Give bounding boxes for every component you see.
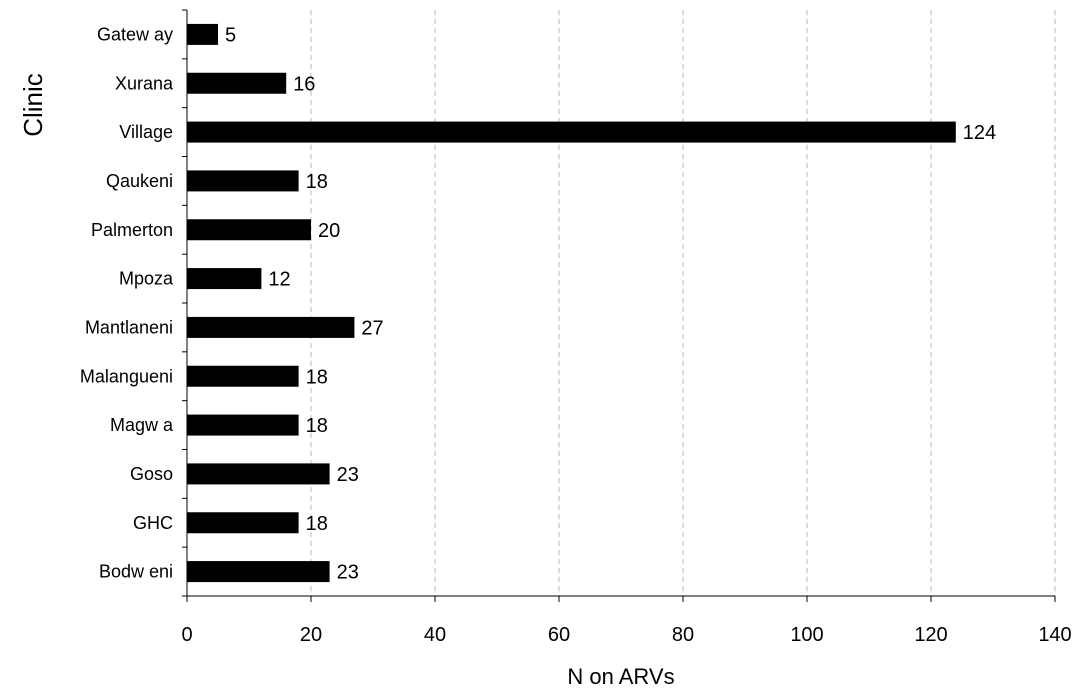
bar bbox=[187, 316, 355, 338]
bars bbox=[187, 23, 956, 583]
data-label: 20 bbox=[318, 220, 340, 242]
category-label: Mantlaneni bbox=[85, 317, 173, 337]
data-label: 124 bbox=[963, 122, 996, 144]
bar bbox=[187, 463, 330, 485]
data-label: 18 bbox=[306, 513, 328, 535]
data-label: 27 bbox=[361, 317, 383, 339]
x-tick-label: 60 bbox=[548, 624, 570, 646]
x-tick-label: 0 bbox=[181, 624, 192, 646]
bar bbox=[187, 414, 299, 436]
category-label: Mpoza bbox=[119, 269, 174, 289]
data-label: 12 bbox=[268, 269, 290, 291]
data-label: 16 bbox=[293, 73, 315, 95]
category-label: Malangueni bbox=[80, 366, 173, 386]
category-label: Goso bbox=[130, 464, 173, 484]
data-label: 18 bbox=[306, 366, 328, 388]
bar bbox=[187, 121, 956, 143]
bar bbox=[187, 365, 299, 387]
data-label: 23 bbox=[337, 464, 359, 486]
y-axis-title: Clinic bbox=[18, 73, 48, 137]
category-label: Xurana bbox=[115, 73, 174, 93]
category-label: GHC bbox=[133, 513, 173, 533]
category-label: Gatew ay bbox=[97, 24, 173, 44]
x-tick-label: 40 bbox=[424, 624, 446, 646]
bar bbox=[187, 512, 299, 534]
x-tick-label: 20 bbox=[300, 624, 322, 646]
x-tick-label: 100 bbox=[790, 624, 823, 646]
category-label: Palmerton bbox=[91, 220, 173, 240]
x-tick-labels: 0 20 40 60 80 100 120 140 bbox=[181, 624, 1071, 646]
x-tick-label: 80 bbox=[672, 624, 694, 646]
bar bbox=[187, 219, 311, 241]
bar bbox=[187, 268, 262, 290]
data-labels: 5 16 124 18 20 12 27 18 18 23 18 23 bbox=[225, 24, 996, 583]
bar bbox=[187, 72, 287, 94]
category-label: Bodw eni bbox=[99, 562, 173, 582]
x-tick-label: 120 bbox=[914, 624, 947, 646]
x-tick-label: 140 bbox=[1038, 624, 1071, 646]
bar bbox=[187, 170, 299, 192]
category-label: Qaukeni bbox=[106, 171, 173, 191]
category-label: Village bbox=[119, 122, 173, 142]
data-label: 23 bbox=[337, 562, 359, 584]
category-labels: Gatew ay Xurana Village Qaukeni Palmerton Mpo… bbox=[80, 24, 174, 581]
bar bbox=[187, 23, 218, 45]
x-axis-title: N on ARVs bbox=[567, 664, 674, 688]
data-label: 18 bbox=[306, 415, 328, 437]
grid-lines bbox=[310, 10, 1056, 596]
category-label: Magw a bbox=[110, 415, 174, 435]
bar bbox=[187, 561, 330, 583]
data-label: 5 bbox=[225, 24, 236, 46]
axes bbox=[182, 9, 1056, 602]
data-label: 18 bbox=[306, 171, 328, 193]
